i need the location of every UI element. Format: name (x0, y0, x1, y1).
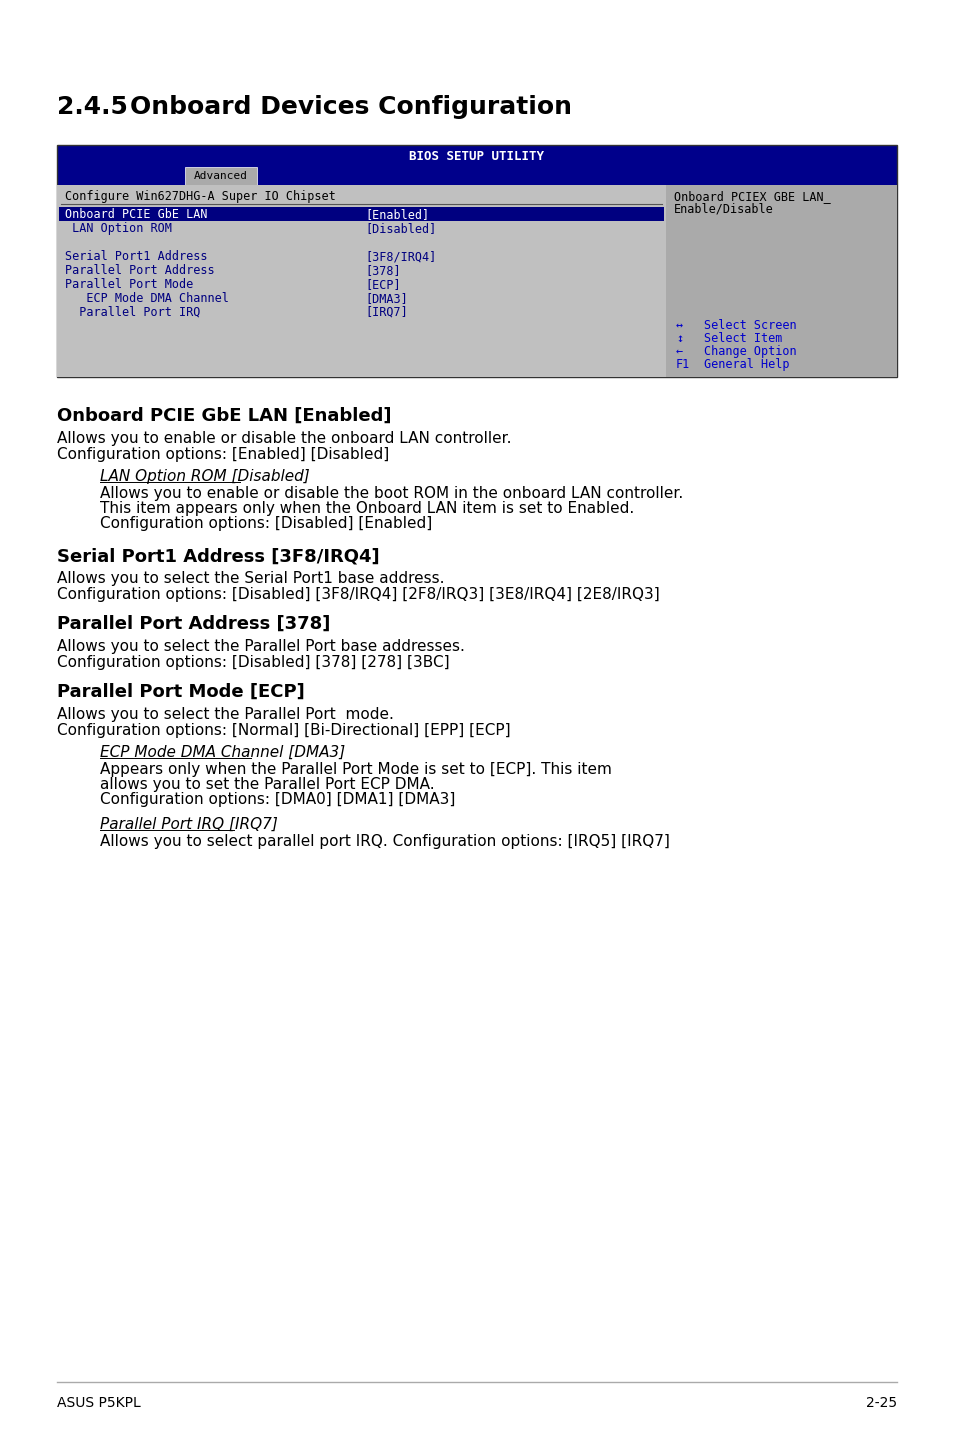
Text: Onboard PCIEX GBE LAN_: Onboard PCIEX GBE LAN_ (673, 190, 830, 203)
Text: [IRQ7]: [IRQ7] (365, 306, 407, 319)
Text: [Enabled]: [Enabled] (365, 209, 429, 221)
Text: Parallel Port Mode: Parallel Port Mode (65, 278, 193, 290)
Text: Select Screen: Select Screen (703, 319, 796, 332)
Text: General Help: General Help (703, 358, 789, 371)
Text: Configuration options: [DMA0] [DMA1] [DMA3]: Configuration options: [DMA0] [DMA1] [DM… (100, 792, 455, 807)
Text: ECP Mode DMA Channel [DMA3]: ECP Mode DMA Channel [DMA3] (100, 745, 345, 761)
Text: LAN Option ROM [Disabled]: LAN Option ROM [Disabled] (100, 469, 310, 485)
Text: ↔: ↔ (676, 319, 682, 332)
Text: Change Option: Change Option (703, 345, 796, 358)
Text: Allows you to select the Parallel Port base addresses.: Allows you to select the Parallel Port b… (57, 638, 464, 654)
Text: 2.4.5: 2.4.5 (57, 95, 128, 119)
Text: BIOS SETUP UTILITY: BIOS SETUP UTILITY (409, 150, 544, 162)
Text: ASUS P5KPL: ASUS P5KPL (57, 1396, 141, 1411)
Text: Parallel Port IRQ: Parallel Port IRQ (65, 306, 200, 319)
Text: This item appears only when the Onboard LAN item is set to Enabled.: This item appears only when the Onboard … (100, 500, 634, 516)
Text: [Disabled]: [Disabled] (365, 221, 436, 234)
Text: Parallel Port Mode [ECP]: Parallel Port Mode [ECP] (57, 683, 304, 700)
Text: LAN Option ROM: LAN Option ROM (65, 221, 172, 234)
Bar (57, 186, 665, 377)
Text: Parallel Port Address: Parallel Port Address (65, 265, 214, 278)
Text: Allows you to enable or disable the boot ROM in the onboard LAN controller.: Allows you to enable or disable the boot… (100, 486, 682, 500)
Text: Select Item: Select Item (703, 332, 781, 345)
Text: Configuration options: [Normal] [Bi-Directional] [EPP] [ECP]: Configuration options: [Normal] [Bi-Dire… (57, 723, 510, 738)
Text: Onboard PCIE GbE LAN: Onboard PCIE GbE LAN (65, 209, 208, 221)
Text: Configuration options: [Disabled] [3F8/IRQ4] [2F8/IRQ3] [3E8/IRQ4] [2E8/IRQ3]: Configuration options: [Disabled] [3F8/I… (57, 587, 659, 603)
Text: Advanced: Advanced (193, 171, 248, 181)
Text: ←: ← (676, 345, 682, 358)
Text: Onboard PCIE GbE LAN [Enabled]: Onboard PCIE GbE LAN [Enabled] (57, 407, 391, 426)
Text: allows you to set the Parallel Port ECP DMA.: allows you to set the Parallel Port ECP … (100, 777, 435, 792)
Bar (665, 186, 896, 377)
Text: Appears only when the Parallel Port Mode is set to [ECP]. This item: Appears only when the Parallel Port Mode… (100, 762, 611, 777)
Text: 2-25: 2-25 (865, 1396, 896, 1411)
Text: Allows you to select the Serial Port1 base address.: Allows you to select the Serial Port1 ba… (57, 571, 444, 587)
Text: [3F8/IRQ4]: [3F8/IRQ4] (365, 250, 436, 263)
Text: Parallel Port IRQ [IRQ7]: Parallel Port IRQ [IRQ7] (100, 817, 277, 833)
Text: [378]: [378] (365, 265, 400, 278)
Text: [DMA3]: [DMA3] (365, 292, 407, 305)
Text: Enable/Disable: Enable/Disable (673, 201, 773, 216)
Text: Allows you to select the Parallel Port  mode.: Allows you to select the Parallel Port m… (57, 707, 394, 722)
Text: Configuration options: [Disabled] [378] [278] [3BC]: Configuration options: [Disabled] [378] … (57, 654, 449, 670)
Text: ↕: ↕ (676, 332, 682, 345)
Text: Allows you to select parallel port IRQ. Configuration options: [IRQ5] [IRQ7]: Allows you to select parallel port IRQ. … (100, 834, 669, 848)
Text: Configuration options: [Disabled] [Enabled]: Configuration options: [Disabled] [Enabl… (100, 516, 432, 531)
Bar (185, 167, 256, 186)
Text: ECP Mode DMA Channel: ECP Mode DMA Channel (65, 292, 229, 305)
Bar (57, 145, 896, 377)
Text: Allows you to enable or disable the onboard LAN controller.: Allows you to enable or disable the onbo… (57, 431, 511, 446)
Text: F1: F1 (676, 358, 690, 371)
Text: [ECP]: [ECP] (365, 278, 400, 290)
Text: Configure Win627DHG-A Super IO Chipset: Configure Win627DHG-A Super IO Chipset (65, 190, 335, 203)
Text: Configuration options: [Enabled] [Disabled]: Configuration options: [Enabled] [Disabl… (57, 447, 389, 462)
Text: Parallel Port Address [378]: Parallel Port Address [378] (57, 615, 330, 633)
Bar (59, 207, 663, 221)
Text: Onboard Devices Configuration: Onboard Devices Configuration (130, 95, 572, 119)
Text: Serial Port1 Address: Serial Port1 Address (65, 250, 208, 263)
Text: Serial Port1 Address [3F8/IRQ4]: Serial Port1 Address [3F8/IRQ4] (57, 546, 379, 565)
